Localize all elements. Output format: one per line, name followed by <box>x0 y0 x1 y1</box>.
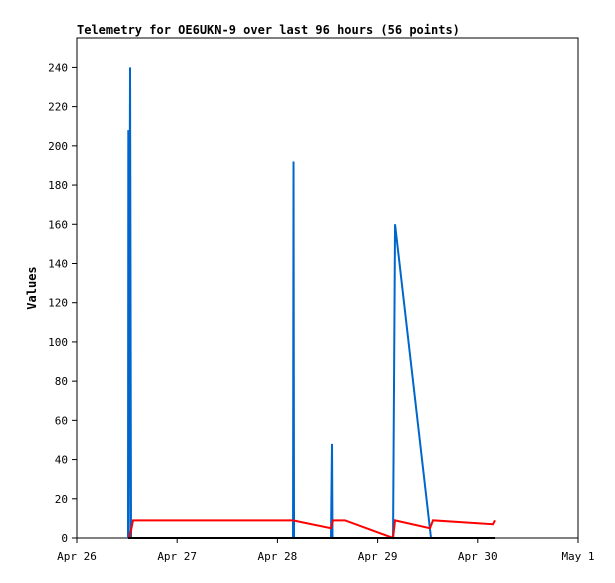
y-tick-label: 240 <box>48 61 68 74</box>
chart-title: Telemetry for OE6UKN-9 over last 96 hour… <box>77 23 460 37</box>
x-tick-label: Apr 30 <box>458 550 498 563</box>
y-tick-label: 80 <box>55 375 68 388</box>
x-tick-label: Apr 29 <box>358 550 398 563</box>
y-tick-label: 200 <box>48 140 68 153</box>
series-line <box>127 67 433 539</box>
x-tick-label: May 1 <box>561 550 594 563</box>
y-tick-label: 120 <box>48 297 68 310</box>
plot-frame <box>76 37 579 539</box>
y-tick-label: 140 <box>48 257 68 270</box>
y-axis-title: Values <box>25 266 39 309</box>
y-tick-label: 60 <box>55 414 68 427</box>
x-tick-label: Apr 26 <box>57 550 97 563</box>
y-tick-label: 0 <box>61 532 68 545</box>
series-line <box>128 519 496 540</box>
x-tick-label: Apr 28 <box>258 550 298 563</box>
y-tick-label: 20 <box>55 493 68 506</box>
y-tick-label: 220 <box>48 101 68 114</box>
y-tick-label: 100 <box>48 336 68 349</box>
y-tick-label: 160 <box>48 218 68 231</box>
x-tick-label: Apr 27 <box>157 550 197 563</box>
y-tick-label: 180 <box>48 179 68 192</box>
y-tick-label: 40 <box>55 454 68 467</box>
